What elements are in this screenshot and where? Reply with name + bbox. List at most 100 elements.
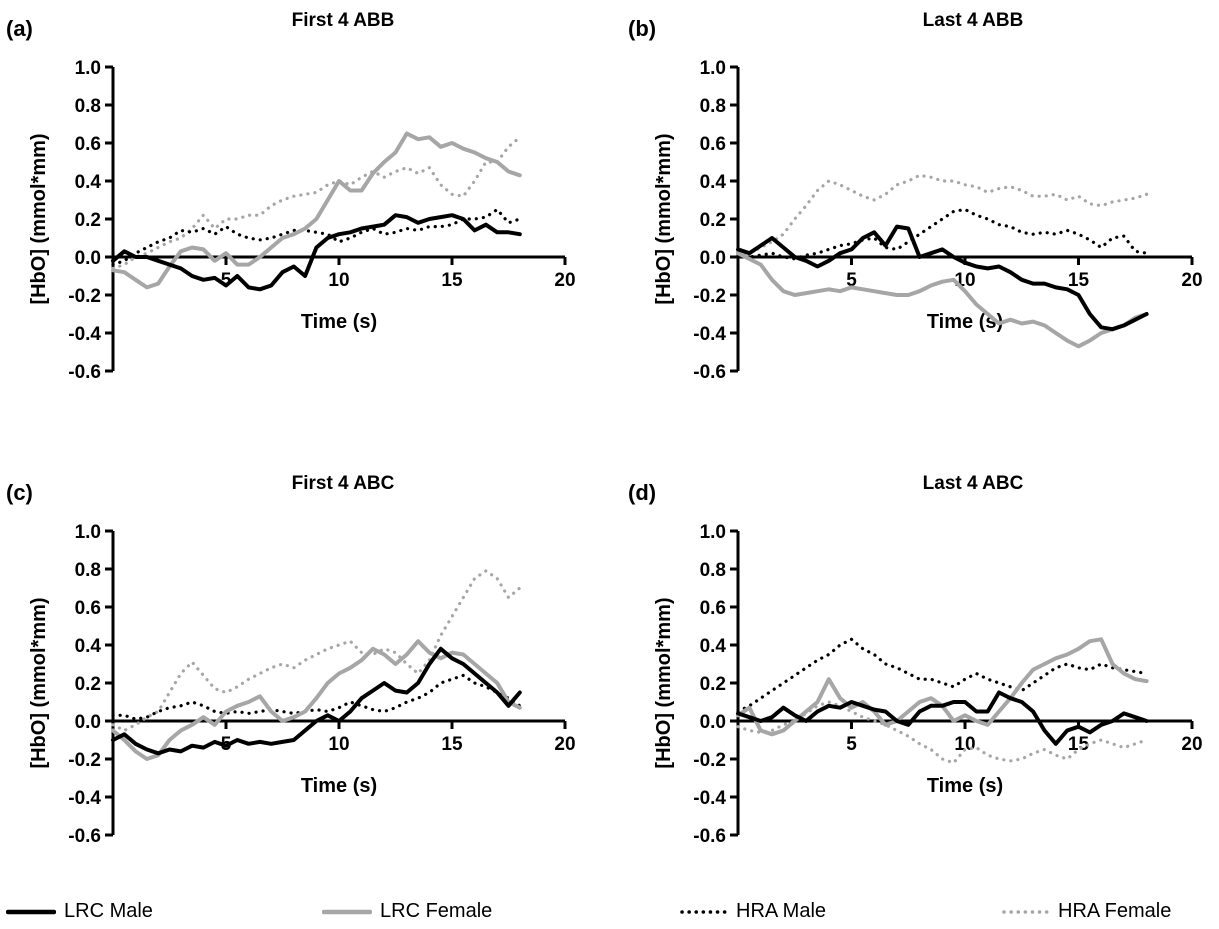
panel-title: First 4 ABC xyxy=(292,473,395,494)
y-tick-label: 0.2 xyxy=(75,674,101,695)
x-tick-label: 20 xyxy=(554,734,575,755)
y-tick-label: -0.4 xyxy=(693,324,726,345)
x-axis-title: Time (s) xyxy=(927,775,1003,797)
y-tick-label: -0.4 xyxy=(693,788,726,809)
series-line-lrc-female xyxy=(111,639,522,761)
y-tick-label: 1.0 xyxy=(700,522,726,543)
legend-item-lrc-male: LRC Male xyxy=(6,900,153,923)
x-tick-label: 5 xyxy=(846,270,857,291)
series-line-hra-female xyxy=(111,135,522,270)
legend-swatch-lrc-male xyxy=(6,909,56,914)
y-axis-title: [HbO] (mmol*mm) xyxy=(28,133,50,304)
x-tick-label: 15 xyxy=(441,734,463,755)
y-tick-label: 0.2 xyxy=(700,210,726,231)
series-line-lrc-male xyxy=(736,690,1149,746)
legend-label: HRA Female xyxy=(1058,900,1172,922)
x-tick-label: 15 xyxy=(1068,734,1090,755)
y-axis-title: [HbO] (mmol*mm) xyxy=(28,597,50,768)
x-tick-label: 10 xyxy=(954,734,975,755)
y-axis-title: [HbO] (mmol*mm) xyxy=(653,133,675,304)
x-tick-label: 20 xyxy=(1181,270,1202,291)
series-line-hra-female xyxy=(736,173,1149,259)
panel-letter: (d) xyxy=(628,480,656,505)
x-tick-label: 20 xyxy=(554,270,575,291)
x-axis-title: Time (s) xyxy=(301,775,377,797)
chart-panel-b: (b) Last 4 ABB 1.0 0.8 0.6 0.4 0.2 0.0 -0.2 -0.4 -… xyxy=(628,10,1203,383)
x-axis-title: Time (s) xyxy=(927,311,1003,333)
x-tick-label: 10 xyxy=(328,734,349,755)
y-tick-label: -0.2 xyxy=(68,286,101,307)
x-tick-label: 15 xyxy=(1068,270,1090,291)
y-tick-label: 0.0 xyxy=(75,712,101,733)
y-tick-label: 0.4 xyxy=(75,636,102,657)
panel-title: First 4 ABB xyxy=(292,10,395,31)
legend-swatch-hra-male xyxy=(680,909,728,914)
y-tick-label: -0.6 xyxy=(693,826,726,847)
y-tick-label: -0.2 xyxy=(68,750,101,771)
x-axis-title: Time (s) xyxy=(301,311,377,333)
y-axis-title: [HbO] (mmol*mm) xyxy=(653,597,675,768)
series-line-lrc-male xyxy=(111,646,522,756)
y-tick-label: -0.6 xyxy=(68,362,101,383)
legend-label: LRC Male xyxy=(64,900,153,922)
y-tick-label: 0.6 xyxy=(75,598,101,619)
chart-panel-d: (d) Last 4 ABC 1.0 0.8 0.6 0.4 0.2 0.0 -0.2 -0.4 -… xyxy=(628,473,1203,847)
y-tick-label: 0.6 xyxy=(700,598,726,619)
x-tick-label: 5 xyxy=(846,734,857,755)
series-line-lrc-female xyxy=(736,251,1149,349)
series-line-hra-male xyxy=(736,207,1149,261)
chart-panel-c: (c) First 4 ABC 1.0 0.8 0.6 0.4 0.2 0.0 -0.2 -0.4… xyxy=(6,473,576,847)
panel-title: Last 4 ABC xyxy=(923,473,1024,494)
x-tick-label: 5 xyxy=(221,270,232,291)
legend-swatch-lrc-female xyxy=(322,909,372,914)
series-line-lrc-female xyxy=(111,131,522,290)
legend-item-lrc-female: LRC Female xyxy=(322,900,492,923)
legend-label: HRA Male xyxy=(736,900,827,922)
y-tick-label: 1.0 xyxy=(75,58,101,79)
series-line-hra-male xyxy=(736,637,1149,714)
y-tick-label: 1.0 xyxy=(75,522,101,543)
y-tick-label: 0.8 xyxy=(75,96,101,117)
series-line-hra-female xyxy=(111,569,522,733)
x-tick-label: 10 xyxy=(954,270,975,291)
y-tick-label: 1.0 xyxy=(700,58,726,79)
y-tick-label: 0.8 xyxy=(75,560,101,581)
series-line-hra-male xyxy=(111,207,522,267)
y-tick-label: -0.2 xyxy=(693,286,726,307)
panel-title: Last 4 ABB xyxy=(923,10,1024,31)
series-line-hra-male xyxy=(111,673,522,721)
y-tick-label: 0.2 xyxy=(700,674,726,695)
legend-swatch-hra-female xyxy=(1002,909,1050,914)
legend-item-hra-female: HRA Female xyxy=(1000,900,1171,923)
y-tick-label: 0.4 xyxy=(75,172,102,193)
y-tick-label: -0.6 xyxy=(68,826,101,847)
legend-item-hra-male: HRA Male xyxy=(678,900,826,923)
y-tick-label: -0.2 xyxy=(693,750,726,771)
series-line-lrc-male xyxy=(111,213,522,292)
series-line-hra-female xyxy=(736,700,1149,765)
y-tick-label: 0.8 xyxy=(700,560,726,581)
series-line-lrc-male xyxy=(736,224,1149,332)
y-tick-label: 0.4 xyxy=(700,636,727,657)
y-tick-label: 0.4 xyxy=(700,172,727,193)
y-tick-label: 0.6 xyxy=(700,134,726,155)
x-tick-label: 10 xyxy=(328,270,349,291)
y-tick-label: -0.6 xyxy=(693,362,726,383)
panel-letter: (c) xyxy=(6,480,33,505)
x-tick-label: 15 xyxy=(441,270,463,291)
panel-letter: (a) xyxy=(6,16,33,41)
y-tick-label: 0.2 xyxy=(75,210,101,231)
legend-label: LRC Female xyxy=(380,900,493,922)
y-tick-label: 0.0 xyxy=(75,248,101,269)
legend: LRC Male LRC Female HRA Male HRA Female xyxy=(0,892,1219,928)
chart-panel-a: (a) First 4 ABB 1.0 0.8 0.6 0.4 0.2 0.0 -0.2 -0.4… xyxy=(6,10,576,383)
y-tick-label: 0.0 xyxy=(700,248,726,269)
y-tick-label: 0.6 xyxy=(75,134,101,155)
y-tick-label: 0.8 xyxy=(700,96,726,117)
y-tick-label: 0.0 xyxy=(700,712,726,733)
y-tick-label: -0.4 xyxy=(68,788,101,809)
panel-letter: (b) xyxy=(628,16,656,41)
x-tick-label: 20 xyxy=(1181,734,1202,755)
y-tick-label: -0.4 xyxy=(68,324,101,345)
